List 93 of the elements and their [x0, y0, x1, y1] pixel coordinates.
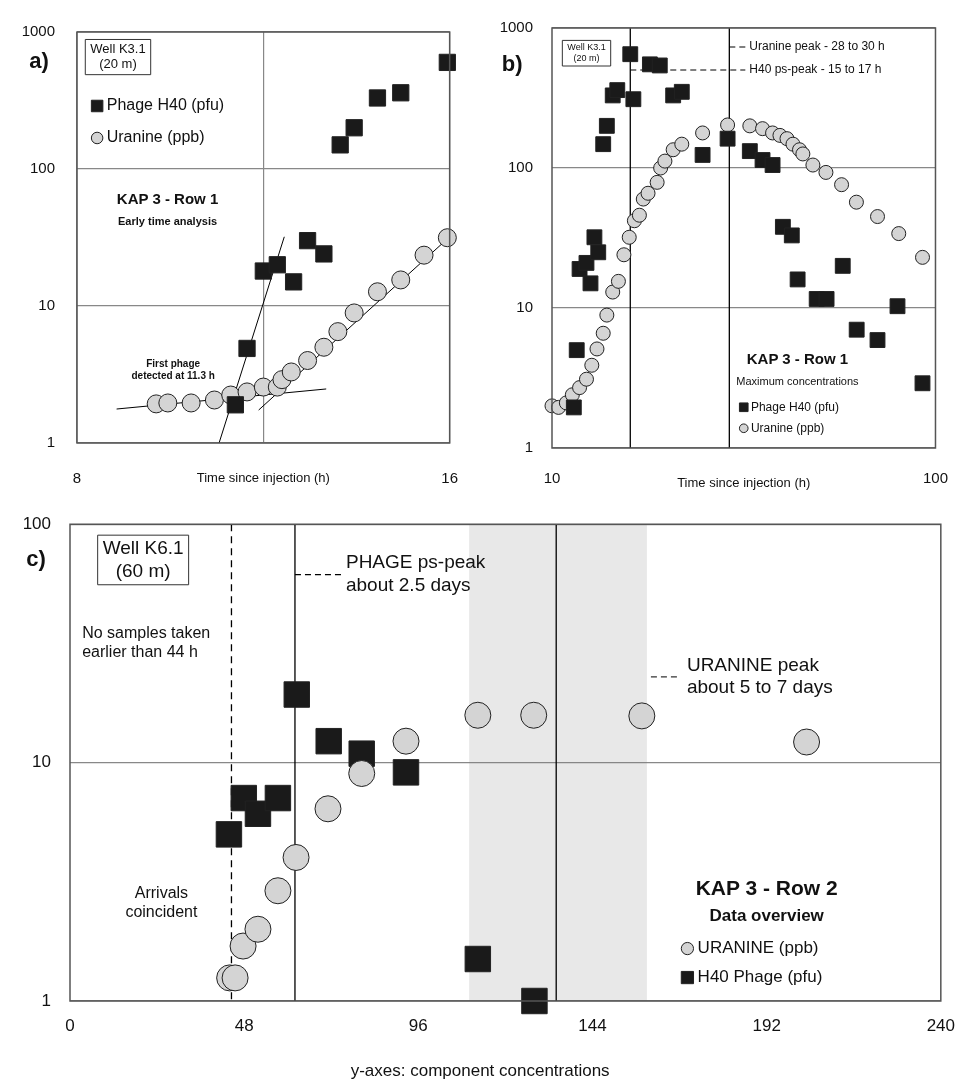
point	[284, 273, 303, 291]
x-tick-label: 10	[543, 469, 561, 487]
annotation: KAP 3 - Row 1	[746, 349, 849, 367]
legend-label: Uranine (ppb)	[750, 420, 825, 435]
point	[298, 351, 318, 371]
annotation: Maximum concentrations	[736, 375, 860, 388]
annotation: Data overview	[709, 906, 825, 926]
point	[204, 390, 224, 410]
annotation: First phage detected at 11.3 h	[131, 357, 215, 381]
y-tick-label: 1	[524, 438, 533, 456]
y-tick-label: 100	[29, 159, 55, 177]
y-tick-label: 1000	[21, 22, 55, 40]
point	[315, 727, 342, 755]
ref-line-label: Uranine peak - 28 to 30 h	[749, 39, 885, 54]
x-tick-label: 144	[578, 1015, 607, 1035]
x-tick-label: 0	[65, 1015, 75, 1035]
legend-label: Phage H40 (pfu)	[750, 399, 840, 414]
point	[268, 256, 286, 274]
annotation: KAP 3 - Row 2	[695, 876, 838, 900]
legend-label: Phage H40 (pfu)	[106, 96, 225, 114]
point	[391, 270, 411, 290]
point	[464, 701, 492, 729]
legend-label: URANINE (ppb)	[697, 938, 819, 958]
ref-line-label: PHAGE ps-peak about 2.5 days	[345, 551, 486, 596]
point	[392, 759, 420, 786]
point	[367, 282, 387, 302]
point	[314, 337, 334, 357]
y-tick-label: 10	[32, 752, 51, 772]
point	[298, 232, 317, 250]
x-tick-label: 96	[408, 1015, 428, 1035]
ref-line-label: H40 ps-peak - 15 to 17 h	[749, 62, 882, 77]
x-axis-title: Time since injection (h)	[677, 474, 811, 490]
point	[282, 843, 310, 871]
point	[314, 795, 342, 823]
point	[226, 396, 245, 414]
point	[345, 119, 363, 137]
point	[215, 821, 243, 848]
x-tick-label: 240	[926, 1015, 956, 1035]
point	[464, 945, 492, 973]
point	[281, 362, 301, 382]
point	[158, 393, 178, 413]
point	[244, 800, 272, 828]
point	[438, 53, 456, 72]
x-tick-label: 8	[72, 469, 82, 487]
point	[264, 877, 292, 905]
point	[368, 89, 387, 107]
point	[348, 760, 376, 788]
point	[414, 245, 434, 265]
point	[264, 784, 292, 812]
annotation: No samples taken earlier than 44 h	[82, 624, 211, 661]
y-tick-label: 1	[46, 433, 55, 451]
y-tick-label: 1000	[499, 18, 533, 36]
annotation: Well K3.1 (20 m)	[567, 42, 606, 64]
point	[315, 245, 333, 263]
point	[520, 701, 548, 729]
band-label: URANINE peak about 5 to 7 days	[686, 653, 833, 698]
point	[392, 727, 420, 755]
y-tick-label: 10	[516, 298, 533, 316]
point	[328, 322, 348, 342]
point	[283, 681, 310, 708]
text: b)	[501, 51, 523, 77]
legend-label: H40 Phage (pfu)	[697, 967, 823, 987]
y-tick-label: 100	[22, 513, 51, 533]
x-tick-label: 192	[752, 1015, 781, 1035]
x-tick-label: 100	[922, 469, 948, 487]
x-tick-label: 16	[441, 469, 458, 487]
annotation: Early time analysis	[118, 214, 218, 227]
point	[181, 393, 201, 413]
point	[238, 339, 256, 358]
annotation: Well K6.1 (60 m)	[102, 536, 184, 581]
point	[237, 382, 257, 402]
x-axis-title: Time since injection (h)	[196, 469, 330, 485]
annotation: KAP 3 - Row 1	[116, 190, 219, 208]
text: y-axes: component concentrations	[350, 1061, 610, 1081]
y-tick-label: 100	[507, 158, 533, 176]
text: a)	[29, 48, 49, 74]
annotation: Arrivals coincident	[125, 884, 199, 921]
point	[521, 987, 548, 1015]
point	[793, 728, 821, 756]
y-tick-label: 10	[38, 296, 55, 314]
point	[244, 915, 272, 943]
point	[221, 964, 249, 992]
point	[331, 136, 349, 154]
point	[437, 228, 457, 248]
point	[628, 702, 656, 730]
x-tick-label: 48	[234, 1015, 254, 1035]
annotation: Well K3.1 (20 m)	[90, 40, 146, 72]
point	[392, 84, 410, 102]
text: c)	[26, 546, 46, 572]
y-tick-label: 1	[41, 990, 51, 1010]
point	[344, 303, 364, 323]
legend-label: Uranine (ppb)	[106, 128, 205, 146]
point	[229, 932, 257, 960]
